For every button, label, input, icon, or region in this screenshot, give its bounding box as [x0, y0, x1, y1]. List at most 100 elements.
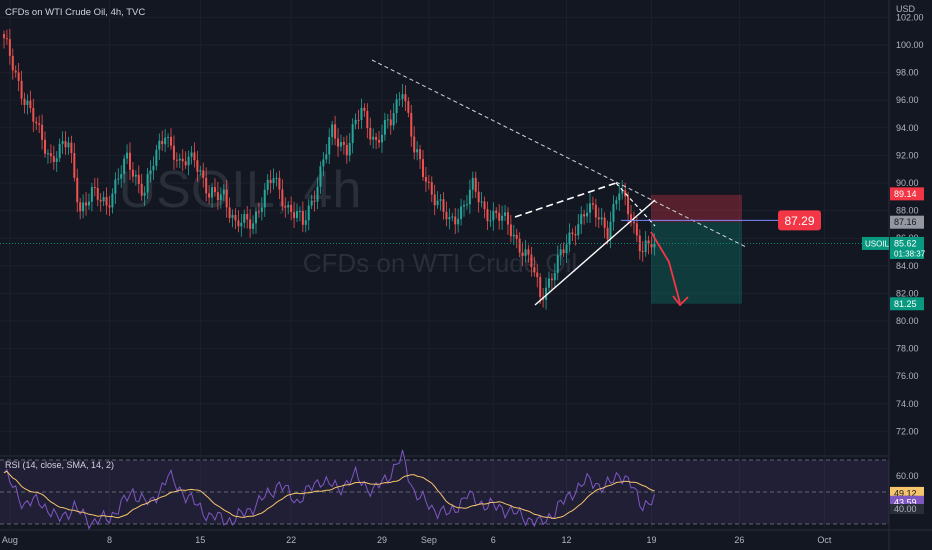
candle-body [319, 166, 322, 187]
time-tick-label: 26 [734, 535, 744, 545]
candle-body [146, 174, 149, 193]
price-tick-label: 100.00 [896, 40, 924, 50]
candle-body [225, 189, 228, 208]
candle-body [131, 169, 134, 177]
candle-body [275, 177, 278, 179]
rsi-line [3, 449, 655, 530]
candle-body [495, 210, 498, 213]
time-tick-label: Oct [817, 535, 832, 545]
callout-price: 87.29 [784, 214, 814, 228]
candle-body [41, 124, 44, 140]
candle-body [199, 170, 202, 172]
candle-body [501, 215, 504, 221]
candle-body [108, 205, 111, 208]
time-tick-label: Sep [421, 535, 437, 545]
candle-body [600, 217, 603, 220]
candle-body [202, 170, 205, 178]
candle-body [354, 119, 357, 125]
candle-body [571, 232, 574, 234]
candle-body [331, 124, 334, 138]
target-badge: 81.25 [894, 299, 917, 309]
candle-body [14, 70, 17, 73]
candle-body [395, 99, 398, 114]
candle-body [421, 159, 424, 177]
candle-body [222, 189, 225, 195]
candle-body [114, 179, 117, 194]
candle-body [597, 217, 600, 220]
candle-body [296, 211, 298, 219]
candle-body [615, 200, 618, 205]
candle-body [70, 142, 73, 154]
wedge-upper-line [514, 182, 617, 218]
candle-body [61, 141, 64, 144]
candle-body [3, 34, 5, 39]
candle-body [486, 209, 489, 222]
candle-body [67, 142, 70, 148]
candle-body [509, 224, 512, 237]
stop-badge: 89.14 [894, 189, 917, 199]
candle-body [498, 212, 501, 221]
candle-body [427, 181, 430, 183]
watermark-description: CFDs on WTI Crude Oil [303, 248, 578, 278]
candle-body [345, 144, 348, 156]
price-tick-label: 76.00 [896, 371, 919, 381]
candle-body [647, 240, 650, 245]
candle-body [281, 189, 284, 207]
candle-body [172, 145, 175, 160]
candle-body [448, 217, 451, 220]
candle-body [530, 254, 533, 268]
candle-body [205, 177, 208, 194]
candle-body [369, 127, 372, 140]
candle-body [82, 202, 85, 212]
candle-body [504, 212, 507, 216]
candle-body [117, 178, 120, 180]
candle-body [175, 159, 178, 161]
candle-body [410, 112, 413, 137]
price-tick-label: 72.00 [896, 426, 919, 436]
candle-body [287, 204, 290, 208]
candle-body [105, 197, 108, 206]
candle-body [316, 186, 319, 202]
candle-body [463, 204, 466, 207]
candle-body [134, 174, 137, 177]
candle-body [506, 212, 509, 225]
candle-body [348, 142, 351, 156]
candle-body [64, 141, 67, 148]
position-zones[interactable] [651, 194, 742, 304]
candle-body [213, 187, 216, 193]
candle-body [624, 190, 627, 197]
candle-body [307, 205, 310, 221]
candle-body [35, 121, 38, 124]
projection-arrow [650, 231, 681, 304]
projection-line [615, 182, 656, 227]
candle-body [96, 187, 99, 200]
candle-body [550, 278, 553, 281]
price-tick-label: 98.00 [896, 68, 919, 78]
candle-body [128, 152, 131, 170]
candle-body [436, 200, 439, 206]
candle-body [254, 211, 257, 224]
last-badge-bg [890, 236, 924, 259]
candle-body [123, 158, 126, 175]
candle-body [401, 94, 404, 99]
candle-body [363, 107, 366, 111]
candle-body [161, 140, 164, 145]
candle-body [580, 214, 583, 225]
candle-body [152, 165, 155, 171]
price-tick-label: 94.00 [896, 123, 919, 133]
candle-body [231, 215, 234, 218]
candle-body [178, 158, 181, 161]
time-tick-label: 12 [562, 535, 572, 545]
stop-badge-bg [890, 187, 924, 201]
candle-body [577, 224, 580, 236]
price-tick-label: 90.00 [896, 178, 919, 188]
candle-body [653, 243, 656, 248]
candle-body [609, 221, 612, 240]
candle-body [137, 174, 140, 184]
candle-body [389, 119, 392, 126]
drawings[interactable] [0, 59, 889, 307]
candle-body [240, 222, 243, 227]
candle-body [380, 134, 383, 143]
